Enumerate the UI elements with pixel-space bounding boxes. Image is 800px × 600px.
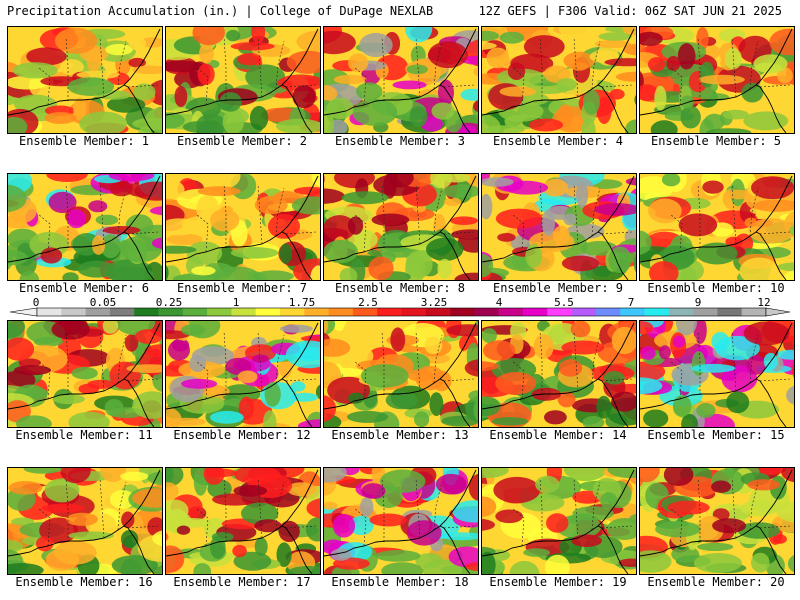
precip-colorbar: 0 0.05 0.25 1 1.75 2.5 3.25 4 5.5 7 9 12 bbox=[9, 296, 791, 317]
colorbar-tick-label: 12 bbox=[757, 296, 770, 309]
ensemble-member-caption: Ensemble Member: 10 bbox=[647, 281, 785, 295]
ensemble-member-map bbox=[165, 467, 321, 575]
ensemble-member-caption: Ensemble Member: 3 bbox=[334, 134, 466, 148]
ensemble-member-map bbox=[7, 173, 163, 281]
ensemble-member-map bbox=[481, 173, 637, 281]
colorbar-swatch bbox=[741, 308, 767, 316]
ensemble-member-caption: Ensemble Member: 13 bbox=[331, 428, 469, 442]
ensemble-member-map bbox=[481, 26, 637, 134]
colorbar-swatch bbox=[377, 308, 402, 316]
colorbar-swatch bbox=[620, 308, 645, 316]
ensemble-member-map bbox=[639, 467, 795, 575]
ensemble-member-caption: Ensemble Member: 15 bbox=[647, 428, 785, 442]
colorbar-tick-label: 0.25 bbox=[156, 296, 183, 309]
run-valid-time: 12Z GEFS | F306 Valid: 06Z SAT JUN 21 20… bbox=[478, 4, 782, 18]
colorbar-swatch bbox=[280, 308, 305, 316]
colorbar-swatch bbox=[498, 308, 524, 316]
colorbar-tick-label: 4 bbox=[496, 296, 503, 309]
colorbar-swatch bbox=[474, 308, 499, 316]
ensemble-member-map bbox=[323, 467, 479, 575]
ensemble-member-caption: Ensemble Member: 18 bbox=[331, 575, 469, 589]
ensemble-member-caption: Ensemble Member: 16 bbox=[15, 575, 153, 589]
colorbar-left-arrow bbox=[9, 307, 38, 317]
ensemble-member-map bbox=[481, 467, 637, 575]
colorbar-swatch bbox=[255, 308, 281, 316]
ensemble-member-map bbox=[639, 26, 795, 134]
ensemble-member-map bbox=[165, 26, 321, 134]
ensemble-member-caption: Ensemble Member: 14 bbox=[489, 428, 627, 442]
ensemble-member-map bbox=[323, 320, 479, 428]
ensemble-member-map bbox=[165, 173, 321, 281]
colorbar-swatch bbox=[425, 308, 451, 316]
ensemble-member-map bbox=[323, 173, 479, 281]
colorbar-tick-label: 0.05 bbox=[90, 296, 117, 309]
colorbar-tick-label: 1.75 bbox=[289, 296, 316, 309]
colorbar-swatch bbox=[352, 308, 378, 316]
colorbar-swatch bbox=[450, 308, 475, 316]
map-title: Precipitation Accumulation (in.) | Colle… bbox=[7, 4, 434, 18]
ensemble-member-caption: Ensemble Member: 11 bbox=[15, 428, 153, 442]
ensemble-member-caption: Ensemble Member: 19 bbox=[489, 575, 627, 589]
colorbar-tick-label: 5.5 bbox=[554, 296, 574, 309]
colorbar-swatch bbox=[85, 308, 111, 316]
colorbar-swatch bbox=[109, 308, 135, 316]
ensemble-member-caption: Ensemble Member: 9 bbox=[492, 281, 624, 295]
ensemble-member-caption: Ensemble Member: 4 bbox=[492, 134, 624, 148]
colorbar-swatch bbox=[717, 308, 742, 316]
colorbar-swatch bbox=[595, 308, 621, 316]
ensemble-member-map bbox=[7, 26, 163, 134]
colorbar-tick-label: 3.25 bbox=[421, 296, 448, 309]
colorbar-swatch bbox=[571, 308, 597, 316]
colorbar-swatch bbox=[61, 308, 86, 316]
colorbar-tick-label: 1 bbox=[233, 296, 240, 309]
ensemble-member-caption: Ensemble Member: 17 bbox=[173, 575, 311, 589]
colorbar-swatch bbox=[158, 308, 184, 316]
colorbar-swatch bbox=[401, 308, 427, 316]
colorbar-swatch bbox=[207, 308, 232, 316]
ensemble-member-map bbox=[639, 173, 795, 281]
colorbar-tick-label: 9 bbox=[695, 296, 702, 309]
colorbar-swatch bbox=[644, 308, 670, 316]
ensemble-member-caption: Ensemble Member: 12 bbox=[173, 428, 311, 442]
colorbar-swatch bbox=[304, 308, 329, 316]
colorbar-swatch bbox=[547, 308, 572, 316]
ensemble-member-map bbox=[639, 320, 795, 428]
colorbar-swatch bbox=[182, 308, 208, 316]
ensemble-member-caption: Ensemble Member: 2 bbox=[176, 134, 308, 148]
colorbar-swatch bbox=[693, 308, 718, 316]
ensemble-member-caption: Ensemble Member: 7 bbox=[176, 281, 308, 295]
ensemble-member-caption: Ensemble Member: 20 bbox=[647, 575, 785, 589]
ensemble-member-map bbox=[7, 467, 163, 575]
ensemble-member-map bbox=[481, 320, 637, 428]
ensemble-member-caption: Ensemble Member: 1 bbox=[18, 134, 150, 148]
colorbar-swatch bbox=[523, 308, 548, 316]
colorbar-swatch bbox=[134, 308, 159, 316]
colorbar-tick-label: 2.5 bbox=[358, 296, 378, 309]
ensemble-member-caption: Ensemble Member: 8 bbox=[334, 281, 466, 295]
ensemble-member-map bbox=[7, 320, 163, 428]
ensemble-member-caption: Ensemble Member: 6 bbox=[18, 281, 150, 295]
colorbar-tick-label: 7 bbox=[628, 296, 635, 309]
ensemble-member-map bbox=[323, 26, 479, 134]
colorbar-swatch bbox=[328, 308, 354, 316]
colorbar-swatch bbox=[668, 308, 694, 316]
colorbar-tick-label: 0 bbox=[33, 296, 40, 309]
colorbar-swatch bbox=[231, 308, 256, 316]
colorbar-right-arrow bbox=[765, 307, 791, 317]
ensemble-member-caption: Ensemble Member: 5 bbox=[650, 134, 782, 148]
colorbar-swatch bbox=[37, 308, 62, 316]
ensemble-member-map bbox=[165, 320, 321, 428]
